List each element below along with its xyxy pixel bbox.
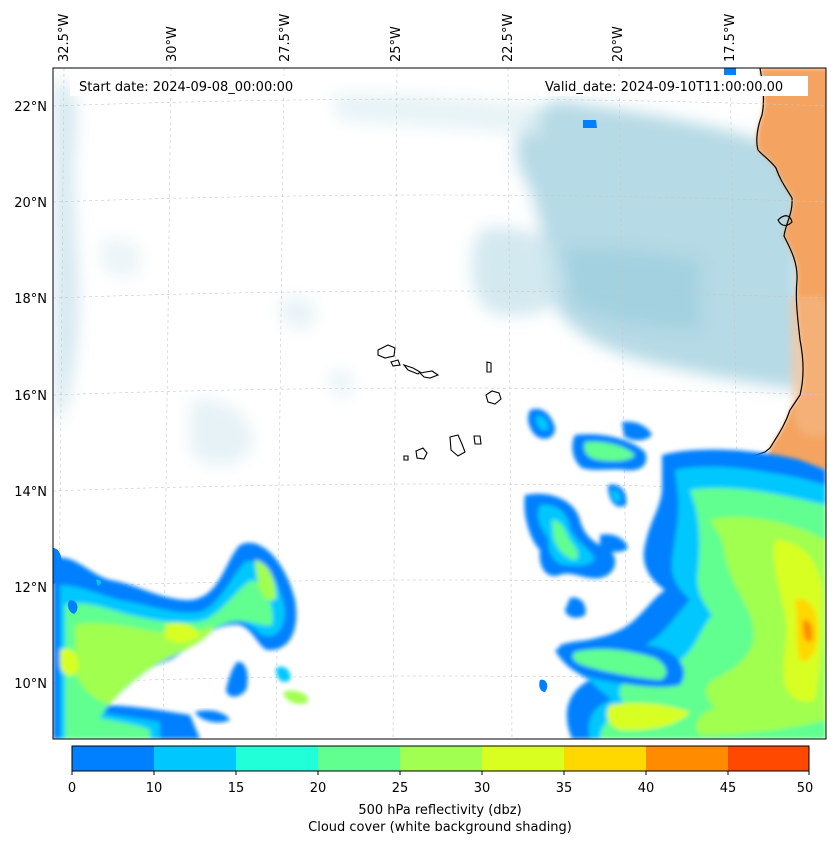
longitude-labels: 32.5°W 30°W 27.5°W 25°W 22.5°W 20°W 17.5… (57, 14, 738, 62)
colorbar-swatch-2 (236, 746, 318, 771)
lat-label-22n: 22°N (14, 100, 47, 115)
lat-label-12n: 12°N (14, 581, 47, 596)
island-sal (486, 361, 492, 373)
island-boa-vista (485, 390, 502, 405)
lon-label-22-5w: 22.5°W (501, 14, 516, 62)
island-sao-nicolau (402, 363, 421, 375)
lon-label-20w: 20°W (611, 26, 626, 62)
lon-label-32-5w: 32.5°W (57, 14, 72, 62)
valid-date-label: Valid_date: 2024-09-10T11:00:00.00 (545, 80, 783, 95)
colorbar-swatch-5 (482, 746, 564, 771)
start-date-label: Start date: 2024-09-08_00:00:00 (79, 80, 293, 95)
colorbar-swatch-4 (400, 746, 482, 771)
colorbar-swatch-3 (318, 746, 400, 771)
lon-label-17-5w: 17.5°W (723, 14, 738, 62)
island-santiago (449, 434, 466, 457)
reflectivity-cell-west (53, 542, 297, 739)
colorbar-outline (71, 745, 810, 772)
colorbar-tick-25: 25 (392, 781, 409, 796)
island-santo-antao (377, 344, 396, 359)
colorbar-swatch-1 (154, 746, 236, 771)
cloud-cover-shading (55, 80, 800, 465)
island-islet (418, 370, 440, 379)
lat-label-20n: 20°N (14, 196, 47, 211)
lat-label-10n: 10°N (14, 677, 47, 692)
island-brava (403, 455, 409, 461)
colorbar-tick-20: 20 (310, 781, 327, 796)
colorbar-swatch-6 (564, 746, 646, 771)
valid-date-box (538, 76, 808, 96)
island-fogo (415, 447, 428, 460)
colorbar-tick-50: 50 (797, 781, 814, 796)
reflectivity-field (53, 68, 826, 739)
colorbar-tick-marks (71, 771, 810, 775)
lat-label-14n: 14°N (14, 485, 47, 500)
colorbar-swatch-0 (72, 746, 154, 771)
reflectivity-cell-east (555, 449, 826, 739)
lat-label-18n: 18°N (14, 292, 47, 307)
reflectivity-cells-central (524, 408, 652, 618)
map-panel: Start date: 2024-09-08_00:00:00 Valid_da… (53, 68, 826, 739)
west-africa-coastline (740, 68, 804, 475)
colorbar-tick-15: 15 (228, 781, 245, 796)
map-frame (52, 67, 827, 740)
colorbar-tick-35: 35 (556, 781, 573, 796)
cape-verde-islands (377, 344, 502, 461)
colorbar-tick-40: 40 (638, 781, 655, 796)
latitude-labels: 22°N 20°N 18°N 16°N 14°N 12°N 10°N (14, 100, 47, 692)
colorbar: 0 10 15 20 25 30 35 40 45 50 500 hPa ref… (68, 745, 814, 835)
colorbar-tick-30: 30 (474, 781, 491, 796)
lon-label-27-5w: 27.5°W (278, 14, 293, 62)
colorbar-swatch-8 (728, 746, 809, 771)
colorbar-tick-10: 10 (146, 781, 163, 796)
colorbar-label-cloud-cover: Cloud cover (white background shading) (308, 820, 572, 835)
colorbar-tick-0: 0 (68, 781, 76, 796)
lon-label-30w: 30°W (165, 26, 180, 62)
island-maio (473, 435, 482, 445)
africa-land (740, 68, 826, 475)
colorbar-swatch-7 (646, 746, 728, 771)
colorbar-tick-45: 45 (720, 781, 737, 796)
lat-label-16n: 16°N (14, 389, 47, 404)
start-date-box (70, 76, 320, 96)
lon-label-25w: 25°W (389, 26, 404, 62)
colorbar-label-reflectivity: 500 hPa reflectivity (dbz) (358, 803, 521, 818)
